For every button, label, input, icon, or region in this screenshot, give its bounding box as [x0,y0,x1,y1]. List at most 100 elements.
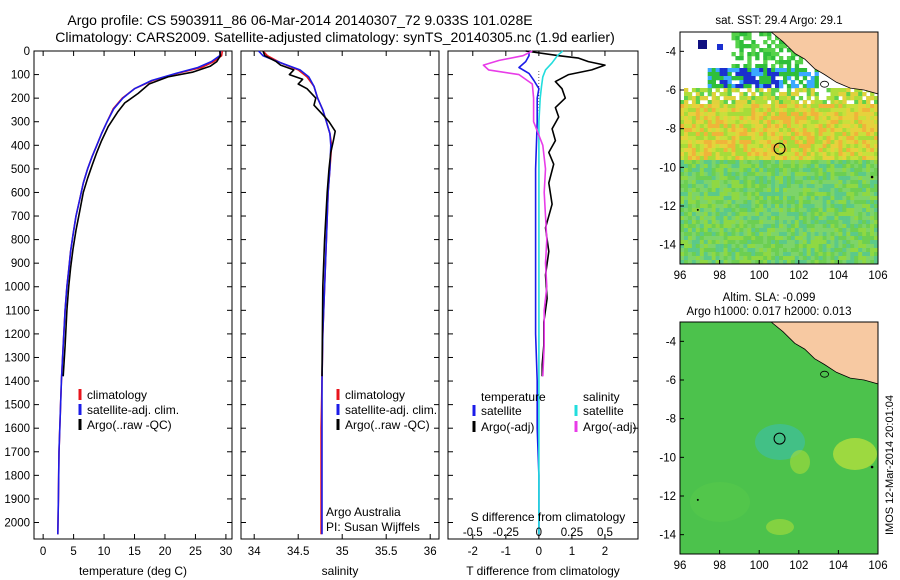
series-line-satellite-adj-clim- [57,50,222,535]
temperature-axes-box [33,50,233,540]
y-tick-label: -8 [666,414,676,426]
island-outline [820,80,829,88]
imos-timestamp: IMOS 12-Mar-2014 20:01:04 [884,395,896,535]
sst_map-panel: 96 98 100 102 104 106 -4 -6 -8 -10 -12 -14 sat. SST:… [659,15,887,282]
y-tick-label: 300 [11,117,30,129]
temperature-x-label: temperature (deg C) [79,564,187,578]
island-dot [870,465,874,469]
x-tick-label: 34 [248,546,261,558]
y-tick-label: 0 [24,46,30,58]
land-mass [770,32,878,95]
figure-title-line1: Argo profile: CS 5903911_86 06-Mar-2014 … [67,12,532,28]
x-tick-label: 106 [868,270,887,282]
x-tick-label: 30 [220,546,233,558]
y-tick-label: 1600 [4,423,30,435]
y-tick-label: -14 [659,240,676,252]
y-tick-label: 500 [11,164,30,176]
series-line-argo-raw-qc- [62,50,222,377]
legend-label: satellite [481,404,522,418]
s-tick-label: -0.25 [493,527,519,539]
difference-x-label-top: S difference from climatology [471,510,626,524]
x-tick-label: 102 [789,270,808,282]
series-line-argo-adj- [482,50,548,377]
y-tick-label: -14 [659,530,676,542]
x-tick-label: 5 [70,546,76,558]
sla-map-title-line2: Argo h1000: 0.017 h2000: 0.013 [687,306,852,318]
x-tick-label: 2 [602,546,608,558]
map-panels: 96 98 100 102 104 106 -4 -6 -8 -10 -12 -14 sat. SST:… [659,15,887,572]
land-mass [770,322,878,385]
y-tick-label: 1200 [4,329,30,341]
y-tick-label: 1900 [4,494,30,506]
x-tick-label: 100 [750,560,769,572]
y-tick-label: -8 [666,124,676,136]
y-tick-label: 1400 [4,376,30,388]
s-tick-label: 0 [536,527,542,539]
figure-title-line2: Climatology: CARS2009. Satellite-adjuste… [55,29,615,45]
s-tick-label: 0.5 [597,527,613,539]
island-dot [696,498,699,501]
y-tick-label: 1300 [4,352,30,364]
y-tick-label: 1100 [5,305,30,317]
y-tick-label: 1500 [4,400,30,412]
series-line-argo-adj- [525,50,606,377]
argo-position-marker [773,432,786,445]
x-tick-label: 98 [713,270,726,282]
x-tick-label: 104 [829,270,849,282]
temperature-panel: 0 5 10 15 20 25 300100200300400500600700800900… [4,46,233,578]
series-line-argo-raw-qc- [262,50,337,377]
y-tick-label: 900 [11,258,30,270]
legend-label: Argo(..raw -QC) [87,418,172,432]
legend-label: climatology [345,388,405,402]
y-tick-label: 1000 [4,282,30,294]
y-tick-label: -4 [666,336,677,348]
sst-map-title: sat. SST: 29.4 Argo: 29.1 [715,15,842,27]
y-tick-label: 100 [11,70,30,82]
legend-label: satellite-adj. clim. [345,403,437,417]
legend-header-salinity: salinity [583,390,620,404]
legend-label: satellite-adj. clim. [87,403,179,417]
legend-label: Argo(-adj) [481,420,534,434]
x-tick-label: 96 [674,270,687,282]
y-tick-label: 2000 [4,517,30,529]
legend-label: Argo(..raw -QC) [345,418,430,432]
salinity-x-label: salinity [322,564,359,578]
x-tick-label: 34.5 [287,546,309,558]
sla-map-title-line1: Altim. SLA: -0.099 [723,292,816,304]
y-tick-label: 400 [11,140,30,152]
x-tick-label: 100 [750,270,769,282]
y-tick-label: 600 [11,187,30,199]
x-tick-label: 10 [98,546,111,558]
y-tick-label: -12 [659,491,676,503]
x-tick-label: 20 [159,546,172,558]
x-tick-label: 0 [40,546,46,558]
legend-header-temperature: temperature [481,390,546,404]
salinity-panel: 34 34.5 35 35.5 36 salinity climatologysatelli… [240,50,440,578]
profile-panels: 0 5 10 15 20 25 300100200300400500600700800900… [4,46,639,578]
y-tick-label: 700 [11,211,30,223]
legend-label: Argo(-adj) [583,420,636,434]
x-tick-label: 98 [713,560,726,572]
y-tick-label: -6 [666,85,676,97]
x-tick-label: 25 [189,546,202,558]
x-tick-label: 96 [674,560,687,572]
annotation-program: Argo Australia [326,505,401,519]
x-tick-label: 15 [128,546,141,558]
annotation-pi: PI: Susan Wijffels [326,520,420,534]
y-tick-label: -10 [659,452,676,464]
s-tick-label: -0.5 [463,527,483,539]
island-dot [696,208,699,211]
difference-axes-box [447,50,639,540]
y-tick-label: 800 [11,235,30,247]
y-tick-label: 1800 [4,470,30,482]
sla_map-axes-box [679,321,879,555]
argo-position-marker [773,142,786,155]
x-tick-label: 106 [868,560,887,572]
x-tick-label: 1 [569,546,575,558]
island-outline [820,370,829,378]
island-dot [870,175,874,179]
x-tick-label: 36 [424,546,437,558]
y-tick-label: 1700 [4,447,30,459]
series-line-satellite [538,50,564,535]
